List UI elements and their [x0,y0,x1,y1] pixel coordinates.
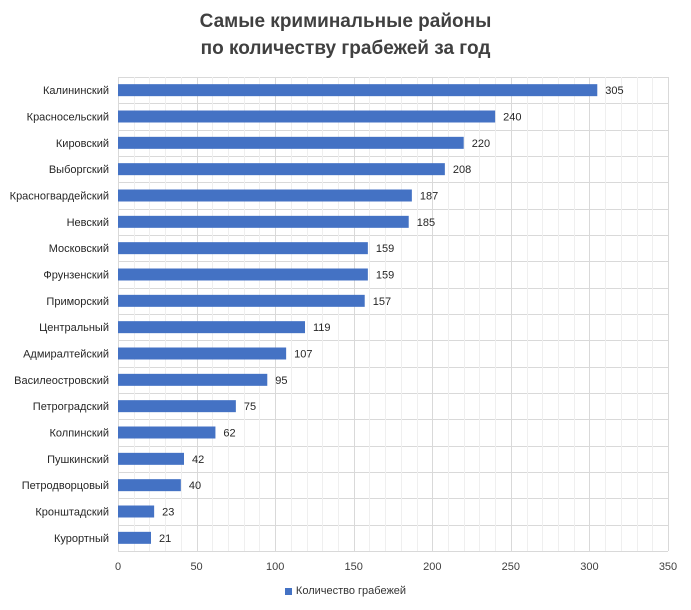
category-label: Красногвардейский [10,191,109,203]
bar [118,84,598,97]
data-label: 157 [373,296,391,308]
category-label: Пушкинский [47,454,109,466]
data-label: 208 [453,164,471,176]
x-tick-label: 250 [502,561,520,573]
bar [118,268,368,281]
data-label: 21 [159,533,171,545]
category-label: Выборгский [49,164,109,176]
legend-label: Количество грабежей [295,585,407,598]
data-label: 23 [162,507,174,519]
x-tick-label: 300 [580,561,598,573]
data-label: 185 [417,217,435,229]
bar [118,505,155,518]
bar [118,531,151,544]
data-label: 62 [223,428,235,440]
category-label: Московский [49,243,109,255]
bar [118,215,409,228]
bar [118,110,496,123]
bar [118,294,365,307]
data-label: 95 [275,375,287,387]
chart-title-line-2: по количеству грабежей за год [200,38,491,59]
bar [118,347,287,360]
x-tick-label: 0 [115,561,121,573]
bar [118,479,181,492]
data-label: 40 [189,480,201,492]
data-label: 305 [605,85,623,97]
data-label: 159 [376,270,394,282]
category-label: Фрунзенский [43,270,109,282]
bar [118,321,305,334]
category-label: Калининский [43,85,109,97]
bar [118,426,216,439]
bar [118,136,464,149]
data-label: 159 [376,243,394,255]
category-label: Адмиралтейский [23,349,109,361]
bar [118,242,368,255]
data-label: 240 [503,112,521,124]
data-label: 75 [244,401,256,413]
category-label: Кронштадский [35,507,109,519]
x-tick-label: 100 [266,561,284,573]
bar [118,373,268,386]
category-label: Кировский [56,138,109,150]
category-label: Курортный [54,533,109,545]
legend-swatch [284,587,292,595]
chart-title-line-1: Самые криминальные районы [199,11,492,32]
bar [118,189,412,202]
data-label: 187 [420,191,438,203]
category-label: Центральный [39,322,109,334]
category-label: Петроградский [33,401,109,413]
data-label: 42 [192,454,204,466]
bar [118,163,445,176]
category-label: Приморский [46,296,109,308]
data-label: 107 [294,349,312,361]
category-label: Невский [67,217,109,229]
x-tick-label: 150 [345,561,363,573]
data-label: 119 [313,322,331,334]
category-label: Колпинский [50,428,109,440]
legend: Количество грабежей [0,585,691,597]
x-tick-label: 200 [423,561,441,573]
data-label: 220 [472,138,490,150]
bar [118,452,184,465]
x-tick-label: 350 [659,561,677,573]
bar [118,400,236,413]
x-tick-label: 50 [190,561,202,573]
category-label: Василеостровский [14,375,109,387]
category-label: Петродворцовый [22,480,109,492]
category-label: Красносельский [27,112,109,124]
